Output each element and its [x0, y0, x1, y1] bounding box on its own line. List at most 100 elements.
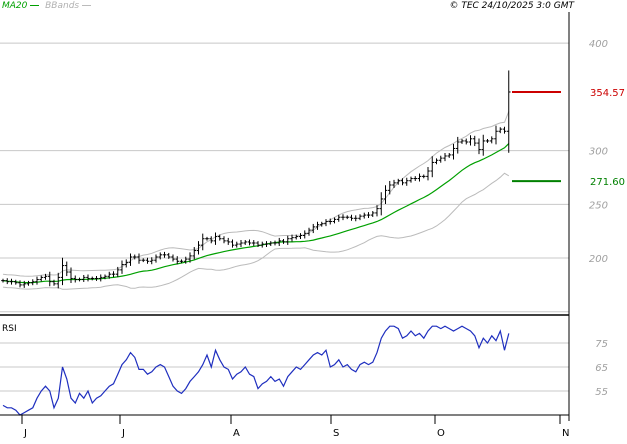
low-marker-label: 271.60	[590, 177, 625, 188]
high-marker-label: 354.57	[590, 88, 625, 99]
ohlc-bar	[392, 179, 396, 188]
ohlc-bar	[234, 241, 239, 248]
rsi-panel-label: RSI	[2, 324, 17, 334]
ohlc-bar	[26, 280, 31, 286]
ohlc-bar	[451, 143, 456, 160]
ohlc-bar	[268, 241, 273, 246]
ohlc-bar	[120, 260, 124, 274]
ohlc-bar	[328, 218, 333, 225]
ohlc-bar	[311, 223, 316, 234]
ohlc-bar	[413, 176, 418, 181]
ohlc-bar	[39, 275, 44, 282]
bband-upper-line	[2, 111, 510, 277]
ohlc-bar	[485, 139, 490, 143]
ohlc-bar	[375, 205, 379, 217]
ohlc-bar	[434, 158, 439, 165]
ohlc-bar	[22, 280, 27, 288]
ohlc-bar	[69, 267, 73, 284]
ohlc-bar	[166, 252, 171, 259]
ohlc-bar	[498, 127, 503, 134]
ohlc-bar	[52, 279, 56, 286]
legend-bbands-swatch	[81, 5, 91, 6]
x-tick-label: N	[562, 428, 569, 439]
ohlc-bar	[494, 125, 498, 145]
ohlc-bar	[9, 278, 14, 285]
bollinger-bands	[2, 111, 510, 290]
ohlc-bar	[400, 178, 405, 186]
ohlc-bar	[298, 233, 303, 239]
ohlc-bar	[162, 251, 167, 258]
price-markers: 354.57 271.60	[512, 88, 625, 188]
ohlc-bar	[349, 214, 354, 221]
ohlc-bar	[332, 217, 337, 224]
ohlc-bar	[111, 271, 116, 278]
ohlc-bar	[307, 227, 311, 236]
rsi-tick-label: 55	[595, 387, 608, 398]
ohlc-bar	[86, 274, 90, 282]
ohlc-bar	[315, 221, 320, 230]
ohlc-bar	[77, 277, 82, 282]
ohlc-bar	[243, 240, 248, 245]
x-tick-label: O	[437, 428, 445, 439]
ohlc-bar	[260, 241, 265, 248]
axes: 200 250 300 400 55 65 75 J J A S O N	[0, 12, 608, 439]
price-tick-label: 200	[589, 254, 608, 265]
rsi-tick-label: 65	[595, 363, 608, 374]
ohlc-bar	[358, 214, 362, 221]
ohlc-bar	[30, 279, 35, 286]
ohlc-bar	[209, 236, 214, 244]
ohlc-bar	[464, 138, 469, 145]
ohlc-bar	[362, 212, 367, 219]
ohlc-bar	[98, 274, 103, 282]
ohlc-bar	[158, 252, 163, 260]
ohlc-bar	[137, 253, 141, 264]
price-bars	[1, 70, 511, 289]
ohlc-bar	[404, 177, 409, 186]
ohlc-bar	[179, 259, 184, 264]
rsi-path	[2, 325, 510, 416]
ohlc-bar	[128, 253, 133, 266]
ohlc-bar	[447, 153, 452, 158]
ohlc-bar	[336, 214, 341, 222]
ohlc-bar	[1, 278, 5, 283]
price-tick-label: 300	[589, 147, 608, 158]
ohlc-bar	[502, 126, 507, 134]
ohlc-bar	[73, 275, 78, 283]
ohlc-bar	[341, 214, 345, 221]
ohlc-bar	[94, 276, 99, 281]
rsi-tick-label: 75	[595, 339, 608, 350]
x-tick-label: J	[121, 428, 125, 439]
ohlc-bar	[43, 273, 48, 280]
ohlc-bar	[506, 70, 511, 153]
ohlc-bar	[145, 257, 150, 264]
ohlc-bar	[294, 234, 299, 240]
ohlc-bar	[247, 239, 252, 246]
ohlc-bar	[285, 235, 290, 245]
ohlc-bar	[226, 237, 231, 245]
ohlc-bar	[217, 234, 222, 241]
x-tick-label: S	[333, 428, 339, 439]
legend-bbands-label: BBands	[45, 1, 80, 11]
legend-ma20-label: MA20	[2, 1, 28, 11]
ohlc-bar	[256, 241, 260, 248]
ohlc-bar	[196, 241, 201, 255]
ohlc-bar	[273, 240, 277, 246]
x-tick-label: A	[233, 428, 240, 439]
gridlines	[0, 42, 569, 392]
ohlc-bar	[460, 139, 464, 144]
ohlc-bar	[35, 276, 39, 285]
ohlc-bar	[239, 240, 243, 248]
ma20-line	[2, 143, 510, 284]
legend: MA20 BBands	[2, 0, 91, 12]
price-tick-label: 250	[589, 200, 608, 211]
ohlc-bar	[175, 256, 180, 265]
ohlc-bar	[409, 176, 413, 183]
ohlc-bar	[47, 271, 52, 287]
ma20-path	[2, 143, 510, 284]
ohlc-bar	[472, 135, 477, 147]
ohlc-bar	[60, 257, 65, 286]
ohlc-bar	[379, 192, 384, 216]
ohlc-bar	[213, 232, 218, 245]
ohlc-bar	[64, 261, 69, 277]
